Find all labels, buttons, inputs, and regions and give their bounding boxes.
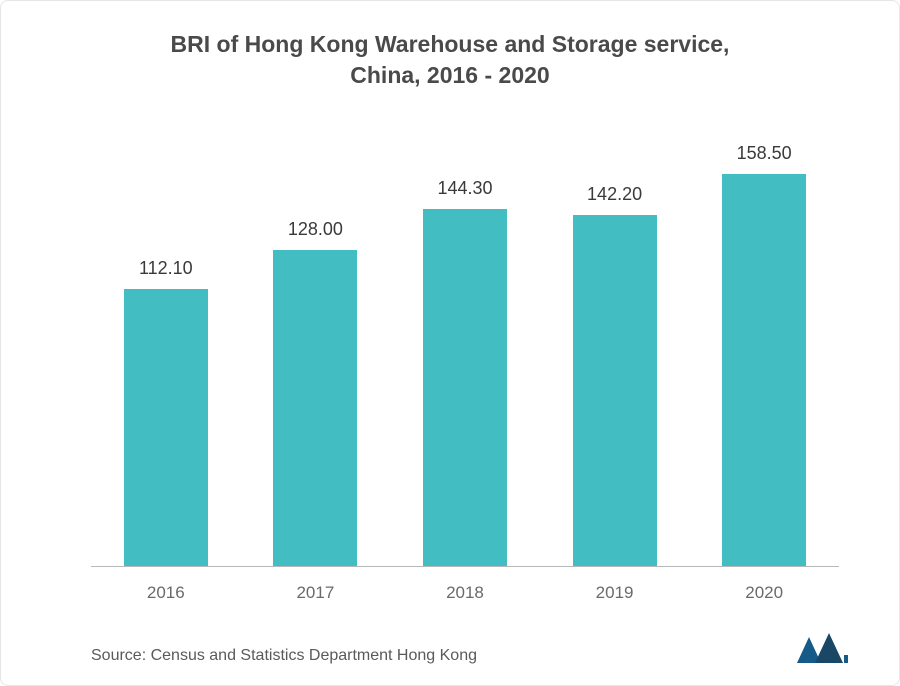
chart-container: BRI of Hong Kong Warehouse and Storage s… bbox=[1, 1, 899, 685]
bar-slot: 144.30 bbox=[390, 121, 540, 566]
footer: Source: Census and Statistics Department… bbox=[41, 631, 859, 665]
bar-slot: 142.20 bbox=[540, 121, 690, 566]
plot-area: 112.10 128.00 144.30 142.20 158.50 bbox=[91, 121, 839, 567]
x-axis-label: 2018 bbox=[390, 583, 540, 603]
source-attribution: Source: Census and Statistics Department… bbox=[91, 647, 477, 665]
bar-slot: 128.00 bbox=[241, 121, 391, 566]
title-line-2: China, 2016 - 2020 bbox=[121, 60, 779, 91]
bar bbox=[573, 215, 657, 566]
chart-title: BRI of Hong Kong Warehouse and Storage s… bbox=[41, 29, 859, 101]
x-axis: 20162017201820192020 bbox=[91, 583, 839, 603]
bar-slot: 158.50 bbox=[689, 121, 839, 566]
bar-slot: 112.10 bbox=[91, 121, 241, 566]
bar-value-label: 128.00 bbox=[288, 219, 343, 240]
x-axis-label: 2020 bbox=[689, 583, 839, 603]
bar bbox=[273, 250, 357, 566]
bar bbox=[124, 289, 208, 566]
x-axis-label: 2016 bbox=[91, 583, 241, 603]
x-axis-label: 2017 bbox=[241, 583, 391, 603]
bar-value-label: 144.30 bbox=[437, 178, 492, 199]
brand-logo-icon bbox=[795, 631, 849, 665]
bars-group: 112.10 128.00 144.30 142.20 158.50 bbox=[91, 121, 839, 566]
bar bbox=[722, 174, 806, 566]
title-line-1: BRI of Hong Kong Warehouse and Storage s… bbox=[121, 29, 779, 60]
bar-value-label: 112.10 bbox=[139, 258, 193, 279]
bar bbox=[423, 209, 507, 566]
bar-value-label: 158.50 bbox=[737, 143, 792, 164]
x-axis-label: 2019 bbox=[540, 583, 690, 603]
bar-value-label: 142.20 bbox=[587, 184, 642, 205]
